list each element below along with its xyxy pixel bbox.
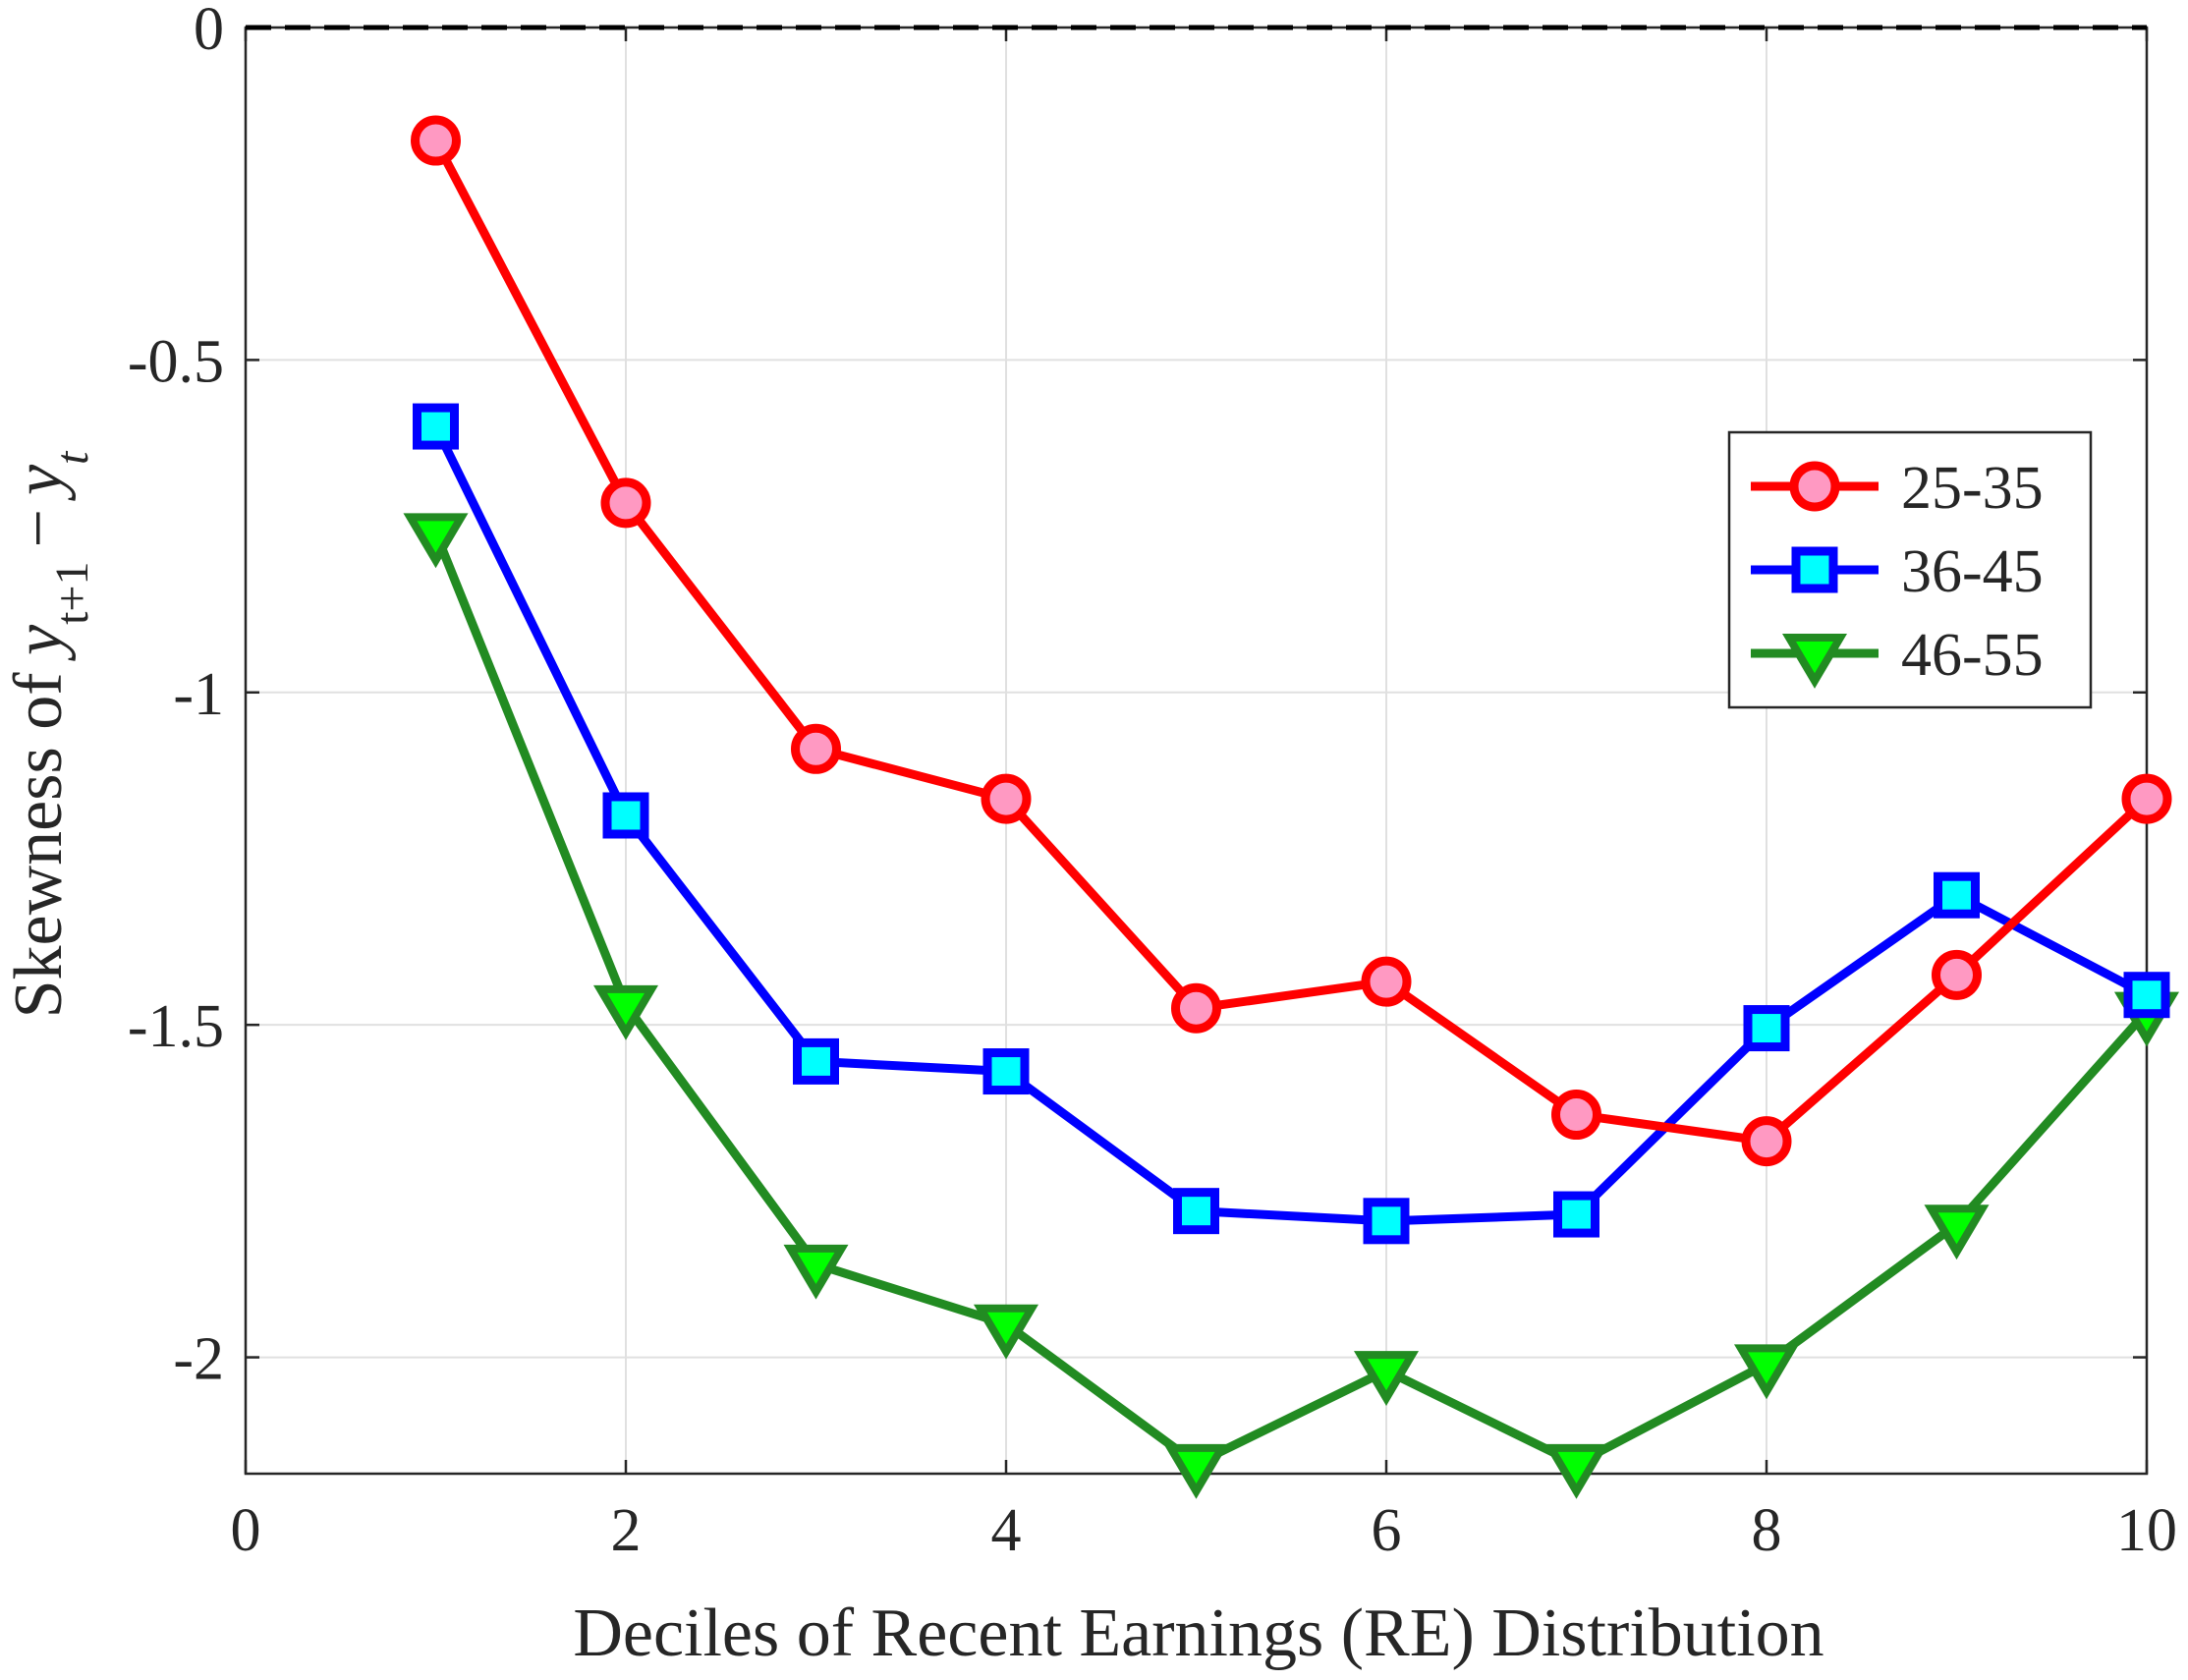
legend-entry-46-55: 46-55 [1751, 622, 2044, 689]
series-line [431, 531, 2151, 1469]
data-point [1932, 949, 1982, 1000]
data-point [2123, 972, 2170, 1019]
y-axis-title-subscript: t+1 [46, 562, 98, 625]
y-axis-title-text: Skewness of [1, 655, 77, 1018]
y-tick-label: -0.5 [128, 328, 224, 395]
axes [244, 25, 2149, 1476]
tick-labels: 0 2 4 6 8 10 0 -0.5 -1 -1.5 -2 [128, 0, 2177, 1564]
data-point [791, 723, 841, 774]
x-tick-label: 4 [991, 1497, 1022, 1564]
y-axis-title: Skewness of yt+1−yt [1, 450, 98, 1018]
data-point [1743, 1005, 1790, 1052]
legend-label: 46-55 [1901, 622, 2044, 689]
y-tick-label: -1.5 [128, 993, 224, 1060]
legend-entry-36-45: 36-45 [1751, 538, 2044, 605]
legend-marker [1789, 461, 1840, 512]
legend-marker [1791, 546, 1838, 593]
data-point [403, 513, 469, 569]
legend-label: 36-45 [1901, 538, 2044, 605]
data-point [1353, 1351, 1420, 1406]
legend: 25-35 36-45 46-55 [1727, 430, 2093, 709]
data-point [1163, 1443, 1229, 1499]
data-point [1171, 982, 1221, 1034]
data-point [1543, 1443, 1609, 1499]
y-axis-title-subscript-2: t [46, 450, 98, 465]
y-axis-title-math: y [1, 624, 77, 661]
data-point [602, 792, 649, 839]
data-point [793, 1037, 839, 1085]
y-tick-label: -2 [173, 1326, 224, 1393]
y-tick-label: 0 [194, 0, 224, 63]
x-tick-label: 10 [2116, 1497, 2177, 1564]
data-point [1924, 1204, 1990, 1260]
data-point [1733, 1344, 1800, 1400]
x-tick-label: 6 [1372, 1497, 1402, 1564]
data-point [981, 773, 1032, 824]
legend-label: 25-35 [1901, 455, 2044, 522]
data-point [1741, 1116, 1792, 1167]
data-point [413, 403, 459, 450]
series-25-35 [411, 115, 2172, 1167]
plot-frame [244, 26, 2149, 1476]
data-point [973, 1304, 1039, 1360]
series-line [431, 138, 2151, 1147]
data-point [1934, 871, 1980, 919]
data-point [1551, 1090, 1601, 1141]
data-point [411, 115, 461, 166]
data-point [1173, 1188, 1219, 1235]
x-tick-label: 0 [231, 1497, 261, 1564]
data-point [2121, 773, 2172, 824]
y-axis-title-math-2: y [1, 464, 77, 501]
x-axis-title: Deciles of Recent Earnings (RE) Distribu… [573, 1596, 1823, 1671]
data-point [783, 1244, 849, 1300]
data-point [982, 1048, 1030, 1095]
series-36-45 [413, 403, 2170, 1245]
series-line [431, 424, 2150, 1226]
data-point [592, 984, 659, 1040]
series-group [403, 115, 2180, 1499]
legend-marker [1781, 634, 1848, 689]
y-axis-title-operator: − [1, 509, 77, 547]
x-tick-label: 2 [611, 1497, 642, 1564]
data-point [600, 477, 651, 529]
legend-entry-25-35: 25-35 [1751, 455, 2044, 522]
data-point [1553, 1191, 1599, 1238]
grid-lines [246, 28, 2147, 1474]
data-point [1363, 1198, 1410, 1245]
y-tick-label: -1 [173, 661, 224, 728]
data-point [1361, 956, 1412, 1007]
x-tick-label: 8 [1752, 1497, 1782, 1564]
